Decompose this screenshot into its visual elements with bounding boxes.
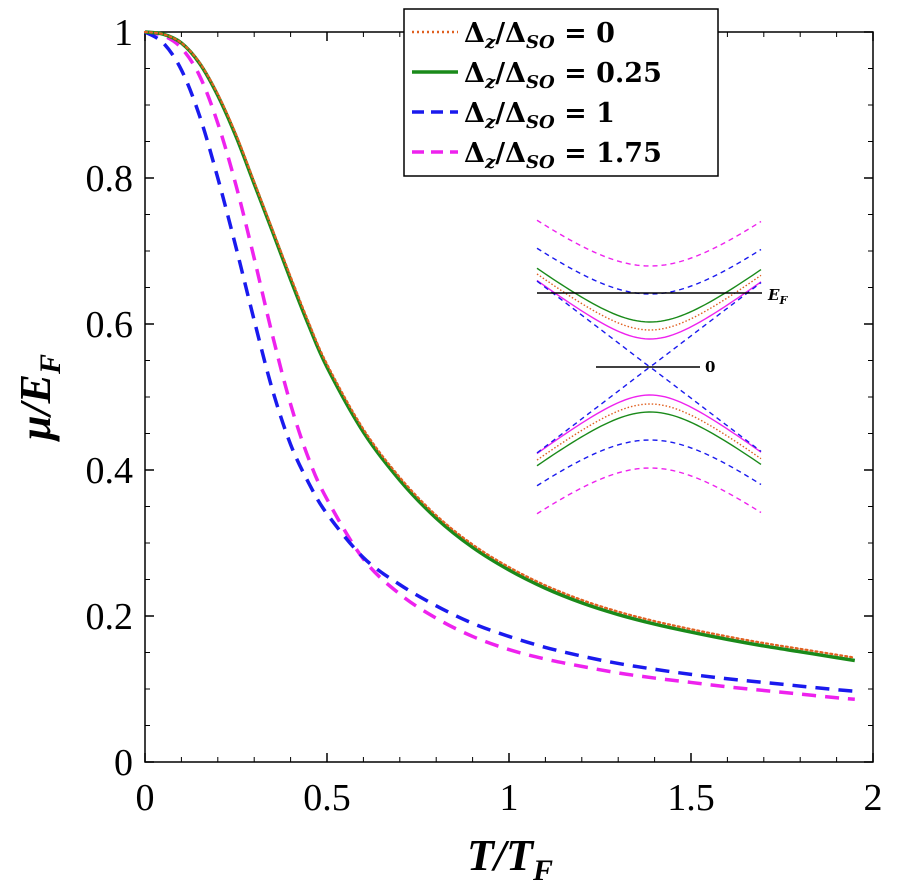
inset-band [536, 411, 762, 467]
inset-zero-label: 0 [705, 358, 715, 376]
inset-band [536, 273, 762, 331]
series-line-2 [144, 30, 855, 693]
legend-label-2: Δz/ΔSO = 1 [464, 98, 615, 133]
y-tick-label: 0.4 [86, 450, 134, 492]
legend-label-1: Δz/ΔSO = 0.25 [464, 58, 662, 93]
y-axis-label: μ/EF [11, 354, 67, 442]
x-tick-label: 1 [500, 777, 519, 819]
inset-band [536, 279, 762, 340]
y-tick-label: 0.8 [86, 158, 134, 200]
inset-band [536, 403, 762, 461]
x-tick-label: 2 [864, 777, 883, 819]
y-tick-label: 0.2 [86, 596, 134, 638]
x-axis-label: T/TF [467, 831, 553, 880]
x-tick-label: 0.5 [303, 777, 351, 819]
legend-label-0: Δz/ΔSO = 0 [464, 18, 615, 53]
inset-band [536, 467, 762, 515]
inset-fermi-label: EF [767, 286, 788, 307]
band-inset: EF 0 [536, 219, 788, 515]
x-tick-label: 1.5 [667, 777, 715, 819]
series-line-0 [143, 30, 856, 659]
series-lines [143, 30, 856, 701]
legend-label-3: Δz/ΔSO = 1.75 [464, 138, 662, 173]
y-tick-label: 0 [114, 742, 133, 784]
inset-band [536, 439, 762, 487]
legend-box [403, 8, 719, 177]
tick-labels: 0 0.5 1 1.5 2 0 0.2 0.4 0.6 0.8 1 [86, 12, 883, 819]
legend: Δz/ΔSO = 0 Δz/ΔSO = 0.25 Δz/ΔSO = 1 Δz/ΔSO … [403, 8, 719, 177]
inset-band [536, 394, 762, 455]
inset-band [536, 219, 762, 267]
x-tick-label: 0 [136, 777, 155, 819]
y-tick-label: 1 [114, 12, 133, 54]
inset-band [536, 366, 762, 454]
inset-band [536, 247, 762, 295]
inset-band [536, 280, 762, 368]
y-tick-label: 0.6 [86, 304, 134, 346]
series-line-3 [144, 30, 855, 701]
